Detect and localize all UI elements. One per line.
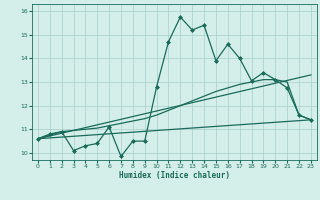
X-axis label: Humidex (Indice chaleur): Humidex (Indice chaleur): [119, 171, 230, 180]
